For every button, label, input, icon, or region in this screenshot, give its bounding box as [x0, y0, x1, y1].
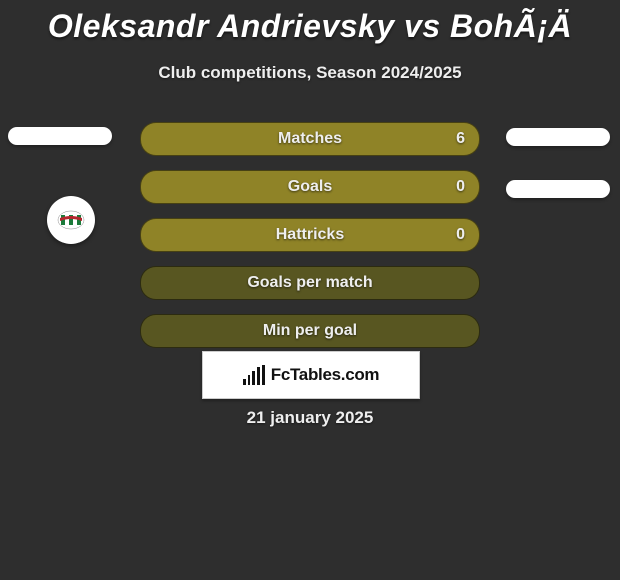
stats-table: Matches 6 Goals 0 Hattricks 0 Goals per match M…	[140, 122, 480, 362]
stat-row: Matches 6	[140, 122, 480, 156]
generated-date: 21 january 2025	[0, 408, 620, 428]
stat-label: Goals per match	[247, 274, 372, 292]
fctables-label: FcTables.com	[271, 365, 380, 385]
stat-label: Goals	[288, 178, 332, 196]
stat-row: Hattricks 0	[140, 218, 480, 252]
stat-row: Goals 0	[140, 170, 480, 204]
stat-label: Min per goal	[263, 322, 357, 340]
stat-value: 6	[456, 130, 465, 148]
player2-name-pill-1	[506, 128, 610, 146]
club-shield-icon	[57, 210, 85, 230]
player1-club-logo	[47, 196, 95, 244]
page-subtitle: Club competitions, Season 2024/2025	[0, 63, 620, 83]
player2-name-pill-2	[506, 180, 610, 198]
bars-icon	[243, 365, 265, 385]
stat-value: 0	[456, 178, 465, 196]
stat-label: Hattricks	[276, 226, 344, 244]
stat-row: Min per goal	[140, 314, 480, 348]
player1-name-pill	[8, 127, 112, 145]
stat-label: Matches	[278, 130, 342, 148]
fctables-attribution[interactable]: FcTables.com	[202, 351, 420, 399]
stat-row: Goals per match	[140, 266, 480, 300]
comparison-card: Oleksandr Andrievsky vs BohÃ¡Ä Club comp…	[0, 0, 620, 580]
page-title: Oleksandr Andrievsky vs BohÃ¡Ä	[0, 0, 620, 45]
stat-value: 0	[456, 226, 465, 244]
